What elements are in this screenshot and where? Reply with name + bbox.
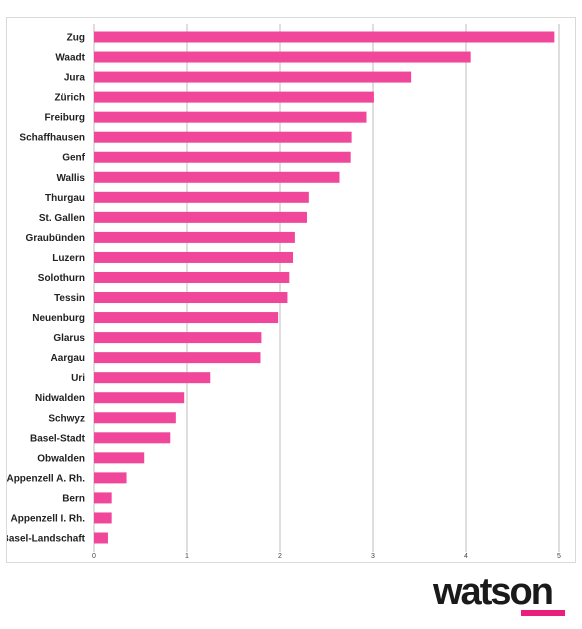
x-tick-label-1: 1	[185, 553, 189, 560]
category-label-11: Luzern	[52, 253, 85, 264]
category-label-16: Aargau	[51, 353, 85, 364]
bar-1	[94, 51, 471, 63]
x-tick-label-5: 5	[557, 553, 561, 560]
bar-7	[94, 171, 340, 183]
category-label-7: Wallis	[56, 173, 85, 184]
category-label-1: Waadt	[55, 53, 85, 64]
bar-4	[94, 111, 367, 123]
bar-8	[94, 191, 309, 203]
bar-21	[94, 452, 145, 464]
x-tick-label-0: 0	[92, 553, 96, 560]
bar-5	[94, 131, 352, 143]
category-label-24: Appenzell I. Rh.	[11, 513, 86, 524]
category-label-0: Zug	[67, 33, 85, 44]
bar-16	[94, 352, 261, 364]
category-label-12: Solothurn	[38, 273, 85, 284]
bar-10	[94, 231, 295, 243]
bar-13	[94, 292, 288, 304]
category-label-19: Schwyz	[48, 413, 85, 424]
bar-12	[94, 271, 290, 283]
bar-19	[94, 412, 176, 424]
category-label-20: Basel-Stadt	[30, 433, 86, 444]
category-label-5: Schaffhausen	[19, 133, 85, 144]
category-label-22: Appenzell A. Rh.	[7, 473, 85, 484]
bar-25	[94, 532, 108, 544]
bar-11	[94, 251, 294, 263]
x-tick-label-3: 3	[371, 553, 375, 560]
bar-14	[94, 312, 279, 324]
category-label-25: Basel-Landschaft	[7, 534, 86, 545]
bar-23	[94, 492, 112, 504]
bar-chart: Zug Waadt Jura Zürich Freiburg Schaffhausen Ge…	[7, 24, 561, 560]
category-label-13: Tessin	[54, 293, 85, 304]
bar-0	[94, 31, 555, 43]
x-tick-label-4: 4	[464, 553, 468, 560]
watson-logo-text: watson	[433, 571, 554, 613]
category-label-9: St. Gallen	[39, 213, 85, 224]
bar-22	[94, 472, 127, 484]
bar-17	[94, 372, 211, 384]
category-label-17: Uri	[71, 373, 85, 384]
bar-18	[94, 392, 185, 404]
bar-6	[94, 151, 351, 163]
category-label-6: Genf	[62, 153, 85, 164]
category-label-8: Thurgau	[45, 193, 85, 204]
category-label-3: Zürich	[54, 93, 85, 104]
bar-2	[94, 71, 412, 83]
category-label-2: Jura	[64, 73, 86, 84]
category-label-23: Bern	[62, 493, 85, 504]
watson-logo: watson	[433, 571, 568, 618]
x-tick-label-2: 2	[278, 553, 282, 560]
bar-20	[94, 432, 171, 444]
category-label-14: Neuenburg	[32, 313, 85, 324]
watson-logo-accent-bar	[521, 610, 565, 616]
category-label-15: Glarus	[53, 333, 85, 344]
category-label-10: Graubünden	[26, 233, 85, 244]
chart-frame: Zug Waadt Jura Zürich Freiburg Schaffhausen Ge…	[6, 17, 576, 563]
bar-24	[94, 512, 112, 524]
bar-9	[94, 211, 307, 223]
category-label-21: Obwalden	[37, 453, 85, 464]
bar-3	[94, 91, 374, 103]
category-label-18: Nidwalden	[35, 393, 85, 404]
bar-15	[94, 332, 262, 344]
category-label-4: Freiburg	[44, 113, 85, 124]
